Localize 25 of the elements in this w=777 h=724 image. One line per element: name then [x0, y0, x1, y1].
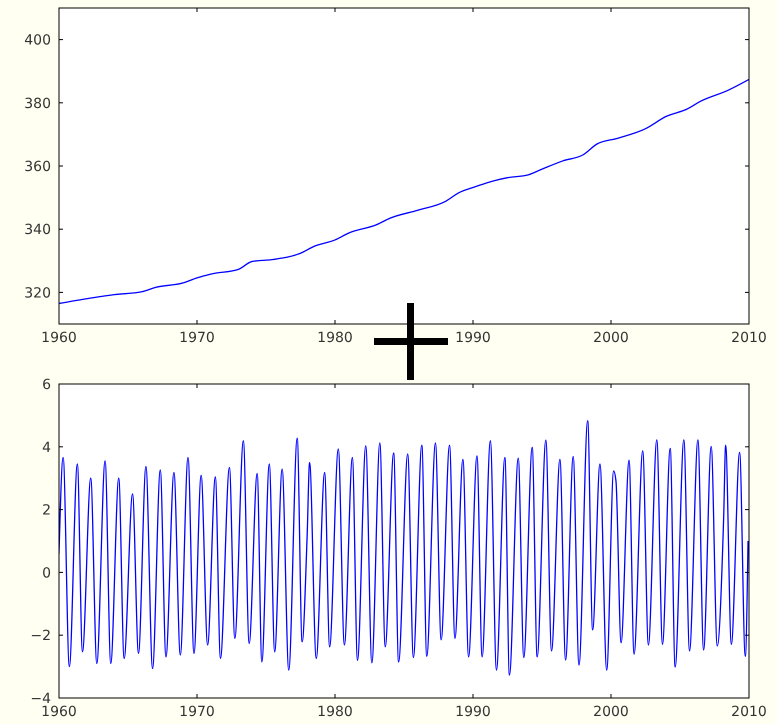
y-tick-label: 360 — [24, 159, 51, 175]
x-tick-label: 2010 — [731, 330, 767, 346]
line-series — [59, 78, 749, 304]
x-tick-label: 1990 — [455, 704, 491, 720]
x-tick-label: 2000 — [593, 704, 629, 720]
x-tick-label: 1960 — [41, 330, 77, 346]
x-tick-label: 1990 — [455, 330, 491, 346]
x-tick-label: 1980 — [317, 704, 353, 720]
y-tick-label: −4 — [30, 691, 52, 707]
y-tick-label: 2 — [42, 502, 51, 519]
x-tick-label: 1960 — [41, 704, 77, 720]
x-tick-label: 1970 — [179, 330, 215, 346]
x-tick-label: 1970 — [179, 704, 215, 720]
x-tick-label: 1980 — [317, 330, 353, 346]
y-tick-label: 4 — [42, 440, 52, 456]
y-tick-label: −2 — [30, 628, 51, 644]
y-tick-label: 380 — [24, 96, 51, 112]
y-tick-label: 400 — [24, 32, 51, 49]
x-tick-label: 2000 — [593, 330, 629, 346]
y-tick-label: 0 — [42, 565, 51, 582]
y-tick-label: 6 — [42, 377, 52, 393]
line-series — [59, 420, 749, 676]
y-tick-label: 320 — [24, 285, 51, 302]
y-tick-label: 340 — [24, 222, 51, 238]
x-tick-label: 2010 — [731, 704, 767, 720]
